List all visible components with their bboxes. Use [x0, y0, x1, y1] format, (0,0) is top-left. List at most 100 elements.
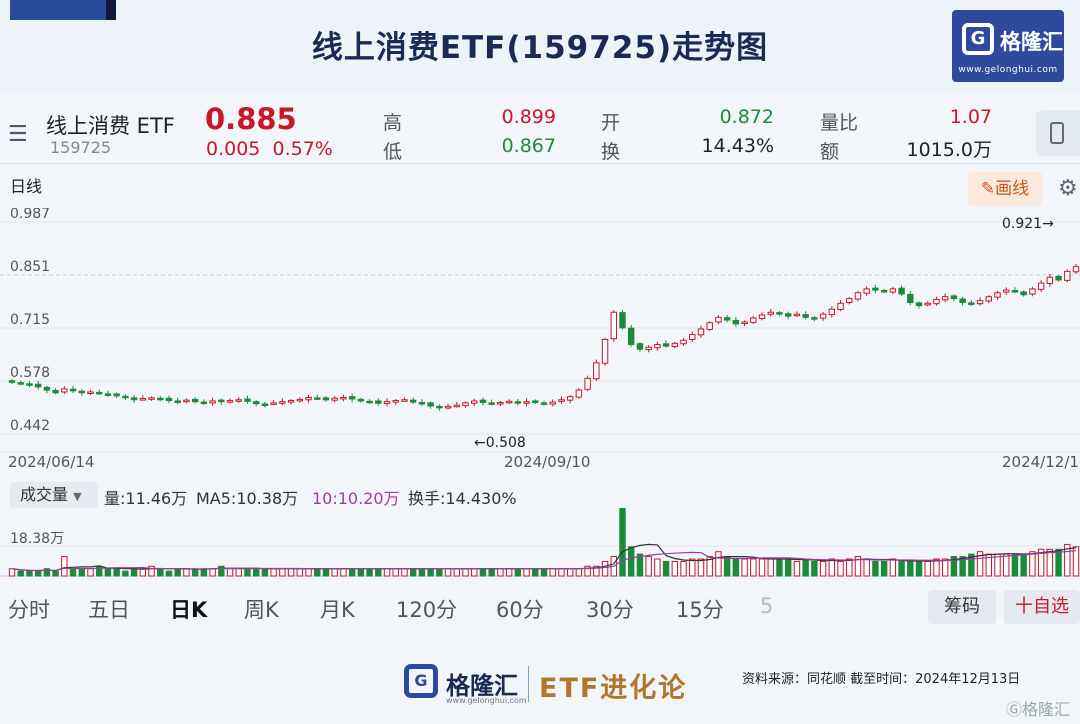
candle: [383, 398, 391, 407]
candle-body: [575, 389, 583, 398]
volume-bar: [200, 568, 208, 577]
candle-body: [907, 293, 914, 304]
candle: [976, 297, 984, 306]
high-value: 0.899: [501, 106, 556, 128]
candle: [17, 380, 24, 386]
turnover-label: 换: [601, 141, 621, 163]
candle: [401, 397, 408, 402]
tab-weekly-k[interactable]: 周K: [244, 598, 279, 622]
data-source: 资料来源：同花顺 截至时间：2024年12月13日: [742, 672, 1021, 687]
tab-monthly-k[interactable]: 月K: [320, 598, 355, 622]
candle: [907, 291, 914, 306]
candle-body: [252, 401, 260, 405]
candle-body: [793, 313, 801, 317]
tab-60-min[interactable]: 60分: [496, 598, 544, 622]
tab-120-min[interactable]: 120分: [396, 598, 458, 622]
candle-body: [43, 386, 51, 391]
candle: [1055, 274, 1062, 282]
candle-body: [872, 287, 879, 291]
indicator-select[interactable]: 成交量 ▼: [10, 482, 98, 508]
candle-body: [802, 314, 809, 318]
volume-bar: [941, 558, 949, 577]
volume-bar: [270, 568, 277, 577]
add-watchlist-button[interactable]: 十自选: [1004, 590, 1080, 624]
candle: [671, 341, 679, 349]
settings-icon[interactable]: ⚙: [1058, 176, 1078, 201]
y-tick-label: 0.987: [10, 208, 50, 222]
volume-bar: [950, 556, 958, 577]
volume-bar: [846, 558, 853, 577]
candle-body: [261, 403, 269, 407]
candle: [174, 397, 181, 405]
volume-bar: [636, 553, 644, 577]
tab-15-min[interactable]: 15分: [676, 598, 724, 622]
volume-bar: [898, 560, 905, 577]
menu-icon[interactable]: ☰: [8, 122, 28, 147]
tab-intraday[interactable]: 分时: [8, 598, 50, 622]
footer-brand-url: www.gelonghui.com: [446, 696, 527, 705]
volume-bar: [1055, 548, 1062, 577]
dropdown-icon: ▼: [73, 490, 82, 503]
candle: [933, 296, 940, 306]
volume-bar: [157, 568, 164, 577]
volume-bar: [854, 556, 862, 577]
volume-chart[interactable]: 18.38万: [0, 508, 1080, 578]
volume-bar: [183, 568, 190, 577]
ma5-stat: MA5:10.38万: [196, 489, 299, 508]
candle: [357, 397, 365, 403]
candle: [183, 398, 190, 404]
footer-slogan: ETF进化论: [539, 673, 688, 704]
open-value: 0.872: [719, 106, 774, 128]
candle-body: [880, 289, 888, 293]
candle: [148, 396, 155, 401]
security-code: 159725: [50, 138, 112, 157]
tab-5-min[interactable]: 5: [760, 594, 774, 618]
candle: [244, 395, 251, 404]
volume-bar: [436, 568, 443, 577]
candle-body: [392, 400, 399, 403]
tab-30-min[interactable]: 30分: [586, 598, 634, 622]
candle-body: [566, 396, 574, 401]
candle-body: [314, 397, 321, 400]
candle-body: [427, 402, 434, 407]
volume-bar: [715, 551, 722, 577]
candle: [340, 394, 347, 402]
volume-bars: [8, 508, 1080, 577]
volume-bar: [924, 560, 931, 577]
volume-bar: [976, 551, 984, 577]
volume-bar: [933, 558, 940, 577]
candle: [26, 381, 33, 388]
volume-bar: [645, 556, 652, 577]
vol-ratio-value: 1.07: [949, 106, 992, 128]
phone-icon[interactable]: [1036, 110, 1080, 156]
candle: [872, 284, 879, 294]
candle: [968, 300, 975, 307]
candle-body: [52, 389, 59, 394]
candle: [654, 341, 661, 351]
chips-button[interactable]: 筹码: [928, 590, 996, 624]
candle: [732, 317, 740, 327]
candle-body: [532, 400, 539, 403]
candle-body: [34, 383, 42, 388]
candle: [854, 290, 862, 302]
candle: [130, 395, 138, 403]
candle: [209, 397, 216, 406]
x-axis-labels: 2024/06/14 2024/09/10 2024/12/1: [8, 453, 1079, 471]
candle-body: [654, 344, 661, 349]
tab-five-day[interactable]: 五日: [88, 598, 130, 622]
draw-line-button[interactable]: ✎画线: [968, 172, 1042, 206]
candle: [924, 301, 931, 307]
candle-body: [453, 404, 460, 408]
candle: [793, 311, 801, 317]
candle: [1020, 290, 1027, 297]
volume-bar: [1037, 548, 1045, 577]
candle: [331, 396, 338, 403]
volume-bar: [837, 560, 844, 577]
candle-body: [584, 377, 591, 390]
low-marker: ←0.508: [474, 435, 526, 451]
tab-daily-k[interactable]: 日K: [170, 598, 208, 622]
volume-bar: [43, 568, 51, 577]
candle-body: [968, 302, 975, 305]
brand-logo: G 格隆汇 www.gelonghui.com: [952, 10, 1064, 82]
